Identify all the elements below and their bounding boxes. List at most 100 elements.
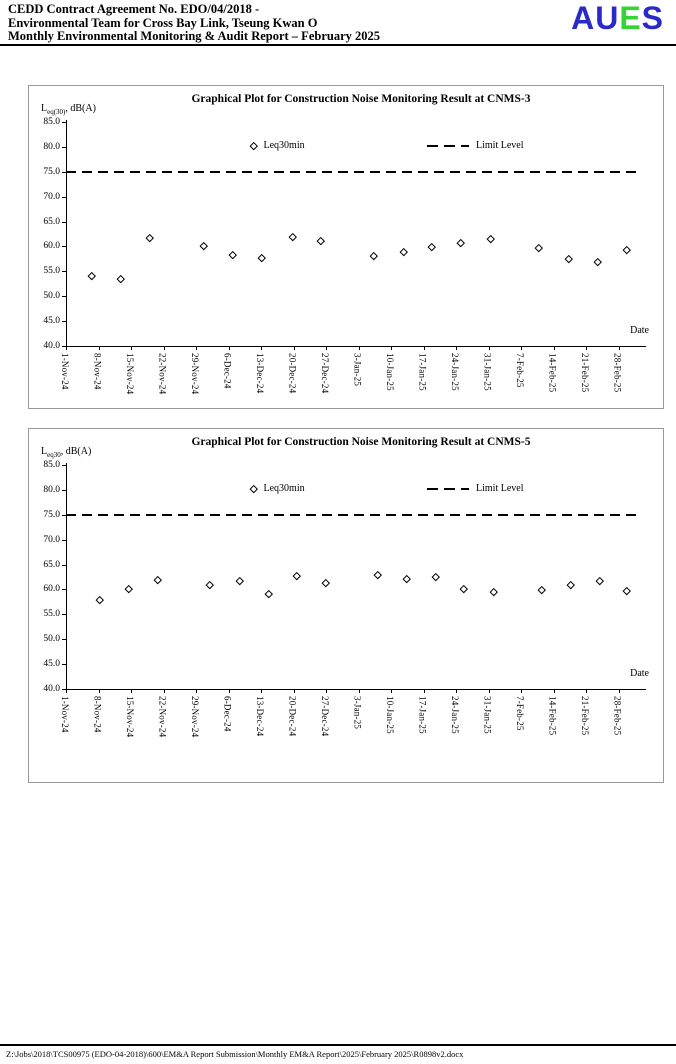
y-tick-label: 50.0 (43, 634, 60, 645)
legend-leq30min: Leq30min (249, 483, 305, 494)
x-tick (326, 689, 327, 693)
x-tick (488, 689, 490, 693)
y-tick (62, 221, 66, 223)
y-tick-label: 75.0 (43, 509, 60, 520)
x-tick-label: 3-Jan-25 (352, 353, 363, 387)
x-tick-label: 22-Nov-24 (157, 696, 168, 738)
x-tick-label: 14-Feb-25 (547, 696, 558, 736)
x-tick-label: 27-Dec-24 (320, 353, 330, 394)
x-tick (423, 689, 425, 693)
plot-area: 85.0 80.0 75.0 70.0 65.0 60.0 55.0 50.0 45.0 40.0… (43, 117, 651, 394)
x-tick-label: 28-Feb-25 (612, 696, 623, 736)
x-tick (358, 689, 360, 693)
data-point (228, 250, 237, 259)
x-tick (618, 689, 620, 693)
x-tick-label: 20-Dec-24 (287, 353, 298, 394)
data-point (293, 571, 302, 580)
legend-leq30min-label: Leq30min (263, 140, 305, 151)
x-tick (196, 689, 197, 693)
y-tick (62, 246, 66, 248)
x-tick (98, 689, 100, 693)
y-tick-label: 55.0 (43, 609, 60, 620)
y-tick-label: 85.0 (43, 117, 60, 127)
legend-limit-level: Limit Level (427, 140, 524, 151)
x-tick-label: 22-Nov-24 (157, 353, 168, 395)
data-point (257, 253, 266, 262)
diamond-marker-icon (249, 484, 258, 493)
dashed-line-icon (427, 487, 469, 490)
x-tick (293, 346, 295, 350)
y-tick-label: 60.0 (43, 241, 60, 252)
x-tick-label: 21-Feb-25 (580, 353, 590, 393)
x-tick (326, 346, 327, 350)
x-tick-label: 15-Nov-24 (125, 353, 135, 395)
y-tick-label: 80.0 (43, 484, 60, 495)
aues-logo: AUES (571, 0, 664, 36)
header-line-3: Monthly Environmental Monitoring & Audit… (8, 29, 380, 43)
data-point (593, 257, 602, 266)
y-tick-label: 70.0 (43, 191, 60, 202)
data-point (623, 587, 631, 596)
x-tick (391, 689, 392, 693)
y-tick-label: 40.0 (43, 341, 60, 351)
header-line-2: Environmental Team for Cross Bay Link, T… (8, 15, 318, 30)
data-point (566, 580, 575, 589)
data-point (622, 246, 631, 255)
legend-limit-level-label: Limit Level (476, 140, 524, 151)
logo-letter: E (619, 0, 642, 36)
x-tick-label: 6-Dec-24 (222, 353, 233, 389)
y-tick-label: 75.0 (43, 166, 60, 177)
x-axis-line (66, 346, 646, 347)
data-point (486, 235, 495, 244)
data-point (489, 587, 498, 596)
x-tick (98, 346, 100, 350)
y-tick (62, 489, 66, 491)
x-tick (163, 689, 165, 693)
x-tick-label: 31-Jan-25 (482, 696, 493, 734)
y-tick (62, 664, 66, 666)
x-tick (521, 689, 522, 693)
x-tick (586, 689, 587, 693)
x-tick-label: 13-Dec-24 (255, 696, 265, 737)
x-tick (131, 346, 132, 350)
y-tick-label: 40.0 (43, 684, 60, 694)
x-tick-label: 28-Feb-25 (612, 353, 623, 393)
y-axis-line (66, 463, 67, 690)
legend-limit-level-label: Limit Level (476, 483, 524, 494)
x-tick-label: 8-Nov-24 (92, 696, 103, 733)
legend-leq30min: Leq30min (249, 140, 305, 151)
y-tick (62, 271, 66, 273)
data-point (124, 585, 133, 594)
x-tick-label: 20-Dec-24 (287, 696, 298, 737)
x-tick (66, 346, 67, 350)
x-tick (456, 346, 457, 350)
x-tick-label: 8-Nov-24 (92, 353, 103, 390)
x-tick-label: 27-Dec-24 (320, 696, 330, 737)
y-tick (62, 564, 66, 566)
data-point (316, 237, 325, 246)
y-axis-title-sub: eq(30) (47, 108, 66, 116)
x-tick (293, 689, 295, 693)
x-tick (618, 346, 620, 350)
data-point (321, 578, 330, 587)
data-point (535, 244, 544, 253)
y-tick (62, 514, 66, 516)
x-tick-label: 24-Jan-25 (450, 353, 460, 391)
y-tick-label: 80.0 (43, 141, 60, 152)
x-tick-label: 24-Jan-25 (450, 696, 460, 734)
y-axis-title-rest: , dB(A) (65, 103, 96, 114)
x-tick-label: 7-Feb-25 (515, 696, 525, 731)
y-axis-title-sub: eq30 (47, 451, 61, 459)
x-tick-label: 7-Feb-25 (515, 353, 525, 388)
data-point (87, 272, 96, 280)
data-point (206, 581, 214, 590)
x-tick-label: 10-Jan-25 (385, 353, 395, 391)
x-tick (228, 689, 230, 693)
diamond-marker-icon (249, 141, 258, 150)
y-tick (62, 614, 66, 616)
x-tick-label: 1-Nov-24 (60, 353, 70, 390)
data-point (96, 595, 104, 604)
data-point (460, 584, 468, 593)
limit-level-line (66, 170, 638, 173)
x-tick (553, 689, 555, 693)
